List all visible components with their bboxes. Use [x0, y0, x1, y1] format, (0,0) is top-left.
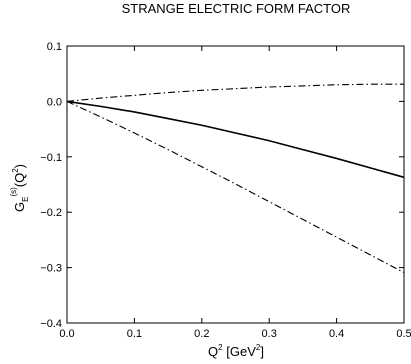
x-axis-label-unit-close: ]	[260, 344, 264, 359]
tick-labels: 0.0 0.1 0.2 0.3 0.4 0.5 0.1 0.0 −0.1 −0.2 −0.3 −0.4	[40, 41, 411, 340]
x-axis-label: Q2 [GeV2]	[208, 343, 264, 359]
x-axis-label-unit-sup: 2	[256, 343, 261, 352]
y-tick-label: −0.3	[40, 263, 62, 275]
x-axis-label-sup: 2	[218, 343, 223, 352]
series-line-2	[66, 83, 404, 102]
x-tick-label: 0.5	[396, 328, 411, 340]
y-axis-label-arg-open: (Q	[12, 173, 27, 187]
series-line-3	[66, 100, 405, 274]
y-tick-label: −0.4	[40, 318, 62, 330]
x-tick-label: 0.0	[59, 328, 74, 340]
x-tick-label: 0.2	[194, 328, 209, 340]
x-axis-label-unit-open: [GeV	[223, 344, 257, 359]
x-tick-label: 0.3	[262, 328, 277, 340]
y-axis-label-arg-close: )	[12, 164, 27, 168]
y-axis-label-sub: E	[21, 197, 30, 202]
chart-title: STRANGE ELECTRIC FORM FACTOR	[122, 1, 351, 16]
y-tick-label: 0.1	[47, 41, 62, 53]
y-tick-label: −0.1	[40, 152, 62, 164]
y-tick-label: −0.2	[40, 207, 62, 219]
y-tick-label: 0.0	[47, 96, 62, 108]
axis-ticks	[66, 45, 405, 324]
y-axis-label-base: G	[12, 202, 27, 212]
x-axis-label-base: Q	[208, 344, 218, 359]
y-axis-label-arg-sup: 2	[11, 168, 20, 173]
plot-frame	[66, 45, 405, 324]
series-line-1	[66, 100, 405, 179]
x-tick-label: 0.1	[127, 328, 142, 340]
series-lines	[66, 83, 405, 274]
y-axis-label-sup: (s)	[9, 187, 18, 197]
x-tick-label: 0.4	[329, 328, 344, 340]
y-axis-label: GE(s)(Q2)	[9, 164, 30, 212]
